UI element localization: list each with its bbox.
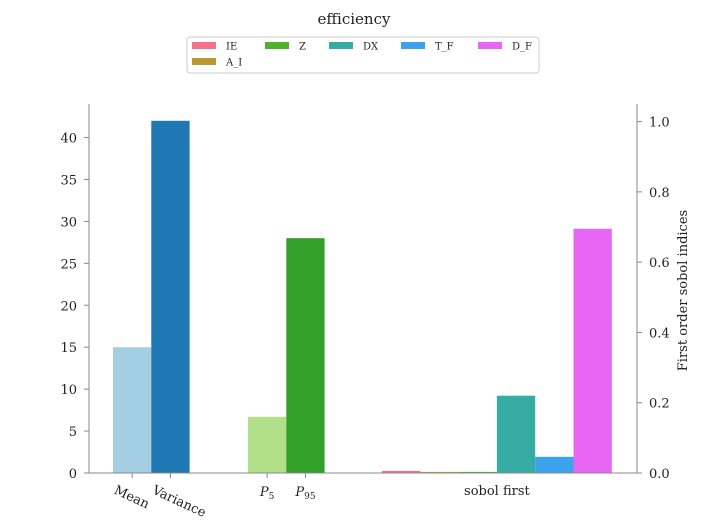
legend: IE Z DX T_F D_F A_I [186,36,540,74]
right-axis-label: First order sobol indices [676,210,691,371]
bar-z [458,471,497,473]
legend-swatch-d-f [478,42,502,49]
x-group-label: sobol first [464,484,530,499]
bar-dx [496,395,536,473]
left-tick-label: 35 [60,173,77,188]
left-tick-label: 40 [60,132,77,147]
legend-label: DX [363,42,379,53]
bar-p5 [248,416,287,473]
legend-label: T_F [435,42,454,53]
right-tick-label: 0.0 [649,467,670,482]
right-y-axis: 0.0 0.2 0.4 0.6 0.8 1.0 First order sobol indi… [637,116,691,482]
left-tick-label: 15 [60,341,77,356]
legend-swatch-a-i [192,58,216,65]
right-tick-label: 0.8 [649,186,670,201]
left-y-axis: 0 5 10 15 20 25 30 35 40 [60,132,89,482]
left-tick-label: 30 [60,215,77,230]
legend-swatch-z [265,42,289,49]
plot-area [113,120,612,474]
right-tick-label: 1.0 [649,116,670,131]
bar-p95 [286,238,325,473]
left-tick-label: 20 [60,299,77,314]
x-tick-label: P95 [294,485,315,502]
bar-variance [151,120,190,474]
legend-swatch-ie [192,42,216,49]
chart-title: efficiency [318,10,391,28]
x-tick-label: Mean [111,483,152,513]
left-tick-label: 5 [69,425,77,440]
left-tick-label: 0 [69,467,77,482]
left-tick-label: 25 [60,257,77,272]
right-tick-label: 0.4 [649,326,670,341]
bar-mean [113,347,152,473]
legend-label: D_F [512,42,532,53]
right-tick-label: 0.2 [649,397,670,412]
x-tick-label: Variance [149,483,209,521]
legend-label: IE [226,42,237,53]
legend-label: Z [299,42,306,53]
bar-a-i [420,471,459,473]
bar-ie [382,470,421,473]
x-tick-label: P5 [259,485,275,502]
right-tick-label: 0.6 [649,256,670,271]
legend-label: A_I [225,58,242,69]
legend-swatch-dx [329,42,353,49]
legend-swatch-t-f [401,42,425,49]
left-tick-label: 10 [60,383,77,398]
bar-t-f [535,456,574,473]
bar-d-f [573,228,612,473]
